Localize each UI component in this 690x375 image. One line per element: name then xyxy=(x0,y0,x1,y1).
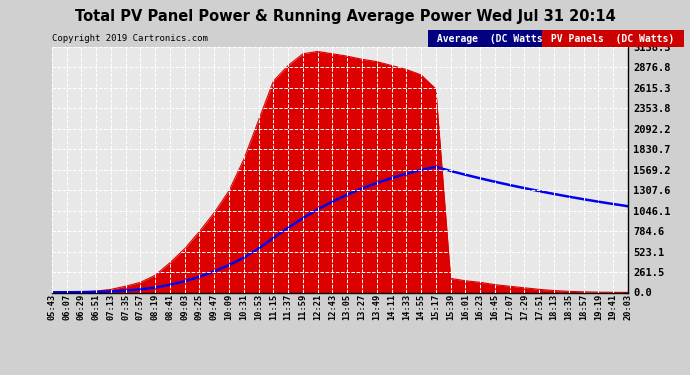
Text: Copyright 2019 Cartronics.com: Copyright 2019 Cartronics.com xyxy=(52,34,208,43)
Text: PV Panels  (DC Watts): PV Panels (DC Watts) xyxy=(545,34,680,44)
Text: Average  (DC Watts): Average (DC Watts) xyxy=(431,34,555,44)
Text: Total PV Panel Power & Running Average Power Wed Jul 31 20:14: Total PV Panel Power & Running Average P… xyxy=(75,9,615,24)
